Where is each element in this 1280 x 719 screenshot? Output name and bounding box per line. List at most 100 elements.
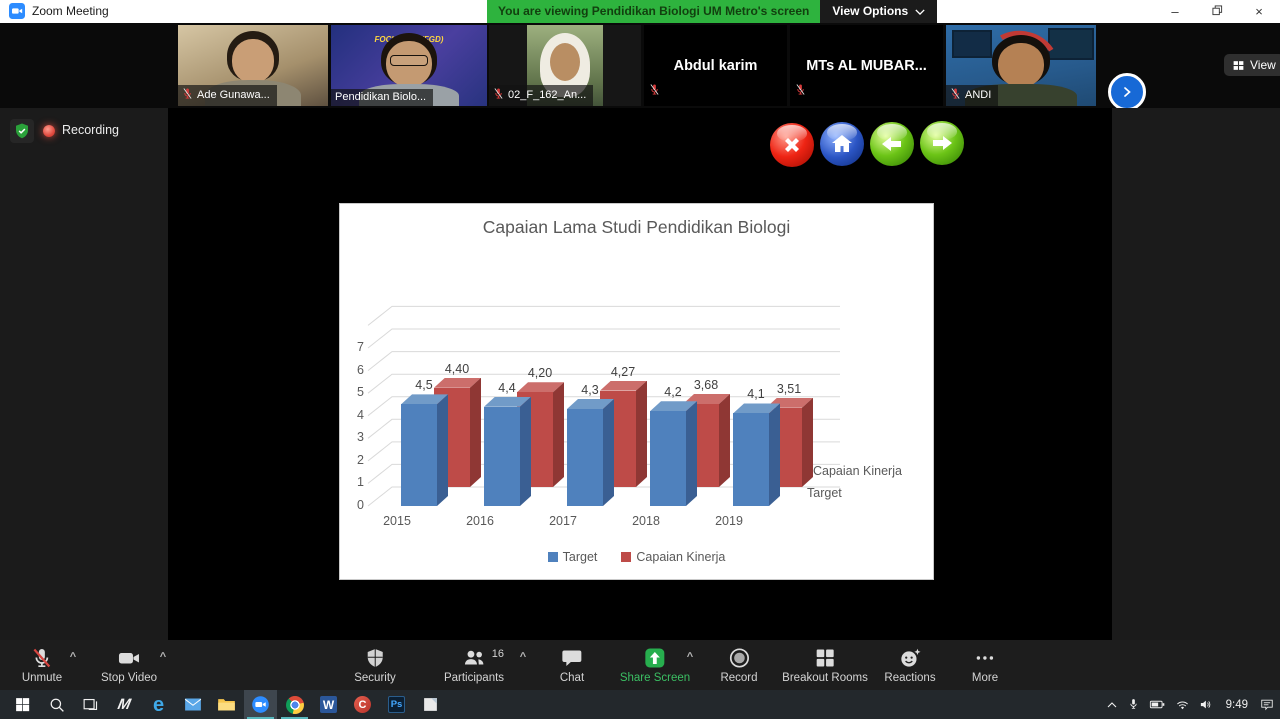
participant-name: Abdul karim [673,57,758,74]
participant-name-tag: Pendidikan Biolo... [331,89,434,106]
close-button[interactable]: × [1255,4,1263,19]
y-axis-tick: 3 [357,430,364,445]
muted-mic-icon [795,83,806,101]
volume-icon[interactable] [1199,698,1214,711]
bar-data-label: 3,51 [776,381,802,396]
taskbar-zoom-icon[interactable] [244,690,277,719]
taskbar-search-icon[interactable] [40,690,73,719]
reactions-icon [897,645,923,670]
participant-tile-3[interactable]: 02_F_162_An... [489,25,641,106]
y-axis-tick: 6 [357,362,364,377]
security-label: Security [354,672,396,684]
unmute-button[interactable]: Unmute [22,645,62,684]
slide-back-button [870,122,914,166]
participant-tile-5[interactable]: MTs AL MUBAR... [790,25,943,106]
bar-data-label: 4,20 [527,366,553,381]
stop-video-chevron-up-icon[interactable]: ^ [159,651,167,663]
security-icon [364,645,386,670]
more-icon [973,645,997,670]
minimize-button[interactable]: – [1171,4,1179,19]
view-options-label: View Options [832,4,909,18]
muted-mic-icon [493,87,504,103]
x-axis-label: 2015 [383,514,411,528]
share-screen-label: Share Screen [619,672,691,684]
participant-tile-4[interactable]: Abdul karim [644,25,787,106]
x-axis-label: 2016 [466,514,494,528]
participant-name: Pendidikan Biolo... [335,91,427,103]
unmute-icon [30,645,54,670]
participant-tile-2[interactable]: FOCUS G… (FGD)PROGRAMPendidikan Biolo... [331,25,487,106]
chat-icon [560,645,584,670]
reactions-button[interactable]: Reactions [884,645,936,684]
view-options-button[interactable]: View Options [820,0,938,23]
participants-chevron-up-icon[interactable]: ^ [519,651,527,663]
more-label: More [971,672,999,684]
bar-target-2016 [484,396,531,506]
bar-data-label: 4,5 [415,378,433,393]
stop-video-icon [116,645,142,670]
next-page-button[interactable] [1108,73,1146,111]
taskbar-photoshop-icon[interactable]: Ps [380,690,413,719]
taskbar-mail-icon[interactable] [176,690,209,719]
battery-icon[interactable] [1149,698,1166,711]
record-button[interactable]: Record [720,645,758,684]
record-label: Record [720,672,758,684]
breakout-rooms-label: Breakout Rooms [782,672,868,684]
taskbar-clock[interactable]: 9:49 [1225,698,1248,711]
taskbar-snip-icon[interactable] [414,690,447,719]
view-button-label: View [1250,58,1276,72]
action-center-icon[interactable] [1260,698,1274,711]
taskbar-task-view-icon[interactable] [74,690,107,719]
zoom-app-icon [9,3,25,19]
chat-button[interactable]: Chat [560,645,584,684]
more-button[interactable]: More [972,645,998,684]
participant-name-tag: ANDI [946,85,999,106]
participants-button[interactable]: 16 Participants [444,645,504,684]
breakout-rooms-icon [813,645,837,670]
wifi-icon[interactable] [1175,698,1190,711]
taskbar-start-icon[interactable] [6,690,39,719]
legend-label: Target [562,550,598,564]
participant-name: ANDI [965,89,992,101]
breakout-rooms-button[interactable]: Breakout Rooms [782,645,868,684]
screen-share-banner: You are viewing Pendidikan Biologi UM Me… [487,0,821,23]
series-axis-label: Capaian Kinerja [813,464,902,478]
participant-tile-1[interactable]: Ade Gunawa... [178,25,328,106]
gallery-view-icon [1233,60,1244,70]
participant-tile-6[interactable]: ANDI [946,25,1096,106]
taskbar-chrome-icon[interactable] [278,690,311,719]
view-button[interactable]: View [1224,54,1280,76]
chevron-down-icon [915,8,925,15]
x-axis-label: 2019 [715,514,743,528]
stop-video-button[interactable]: Stop Video [101,645,157,684]
share-screen-button[interactable]: Share Screen [620,645,690,684]
restore-button[interactable] [1196,0,1238,23]
title-bar: Zoom Meeting You are viewing Pendidikan … [0,0,1280,23]
chart-title: Capaian Lama Studi Pendidikan Biologi [482,217,791,237]
microphone-icon[interactable] [1127,697,1140,712]
control-bar: End Unmute^Stop Video^Security16Particip… [0,640,1280,690]
chevron-right-icon [1124,87,1131,97]
slide-forward-button [920,121,964,165]
taskbar-word-icon[interactable]: W [312,690,345,719]
taskbar-edge-icon[interactable]: e [152,693,165,716]
participant-strip: View Ade Gunawa... FOCUS G… (FGD)PROGRAMP… [0,23,1280,111]
x-axis-label: 2017 [549,514,577,528]
y-axis-tick: 4 [357,407,364,422]
taskbar-file-explorer-icon[interactable] [210,690,243,719]
participants-label: Participants [443,672,505,684]
slide-close-button [770,123,814,167]
taskbar-ccleaner-icon[interactable]: C [346,690,379,719]
unmute-chevron-up-icon[interactable]: ^ [69,651,77,663]
participant-name: MTs AL MUBAR... [806,57,927,74]
security-button[interactable]: Security [354,645,396,684]
bar-data-label: 4,1 [747,387,765,402]
share-screen-chevron-up-icon[interactable]: ^ [686,651,694,663]
y-axis-tick: 5 [357,385,364,400]
recording-dot-icon [43,125,55,137]
chat-label: Chat [559,672,585,684]
hidden-icons-chevron-icon[interactable] [1106,700,1118,710]
participant-name-tag: 02_F_162_An... [489,85,594,106]
taskbar-m-app-icon[interactable]: M [116,696,133,713]
